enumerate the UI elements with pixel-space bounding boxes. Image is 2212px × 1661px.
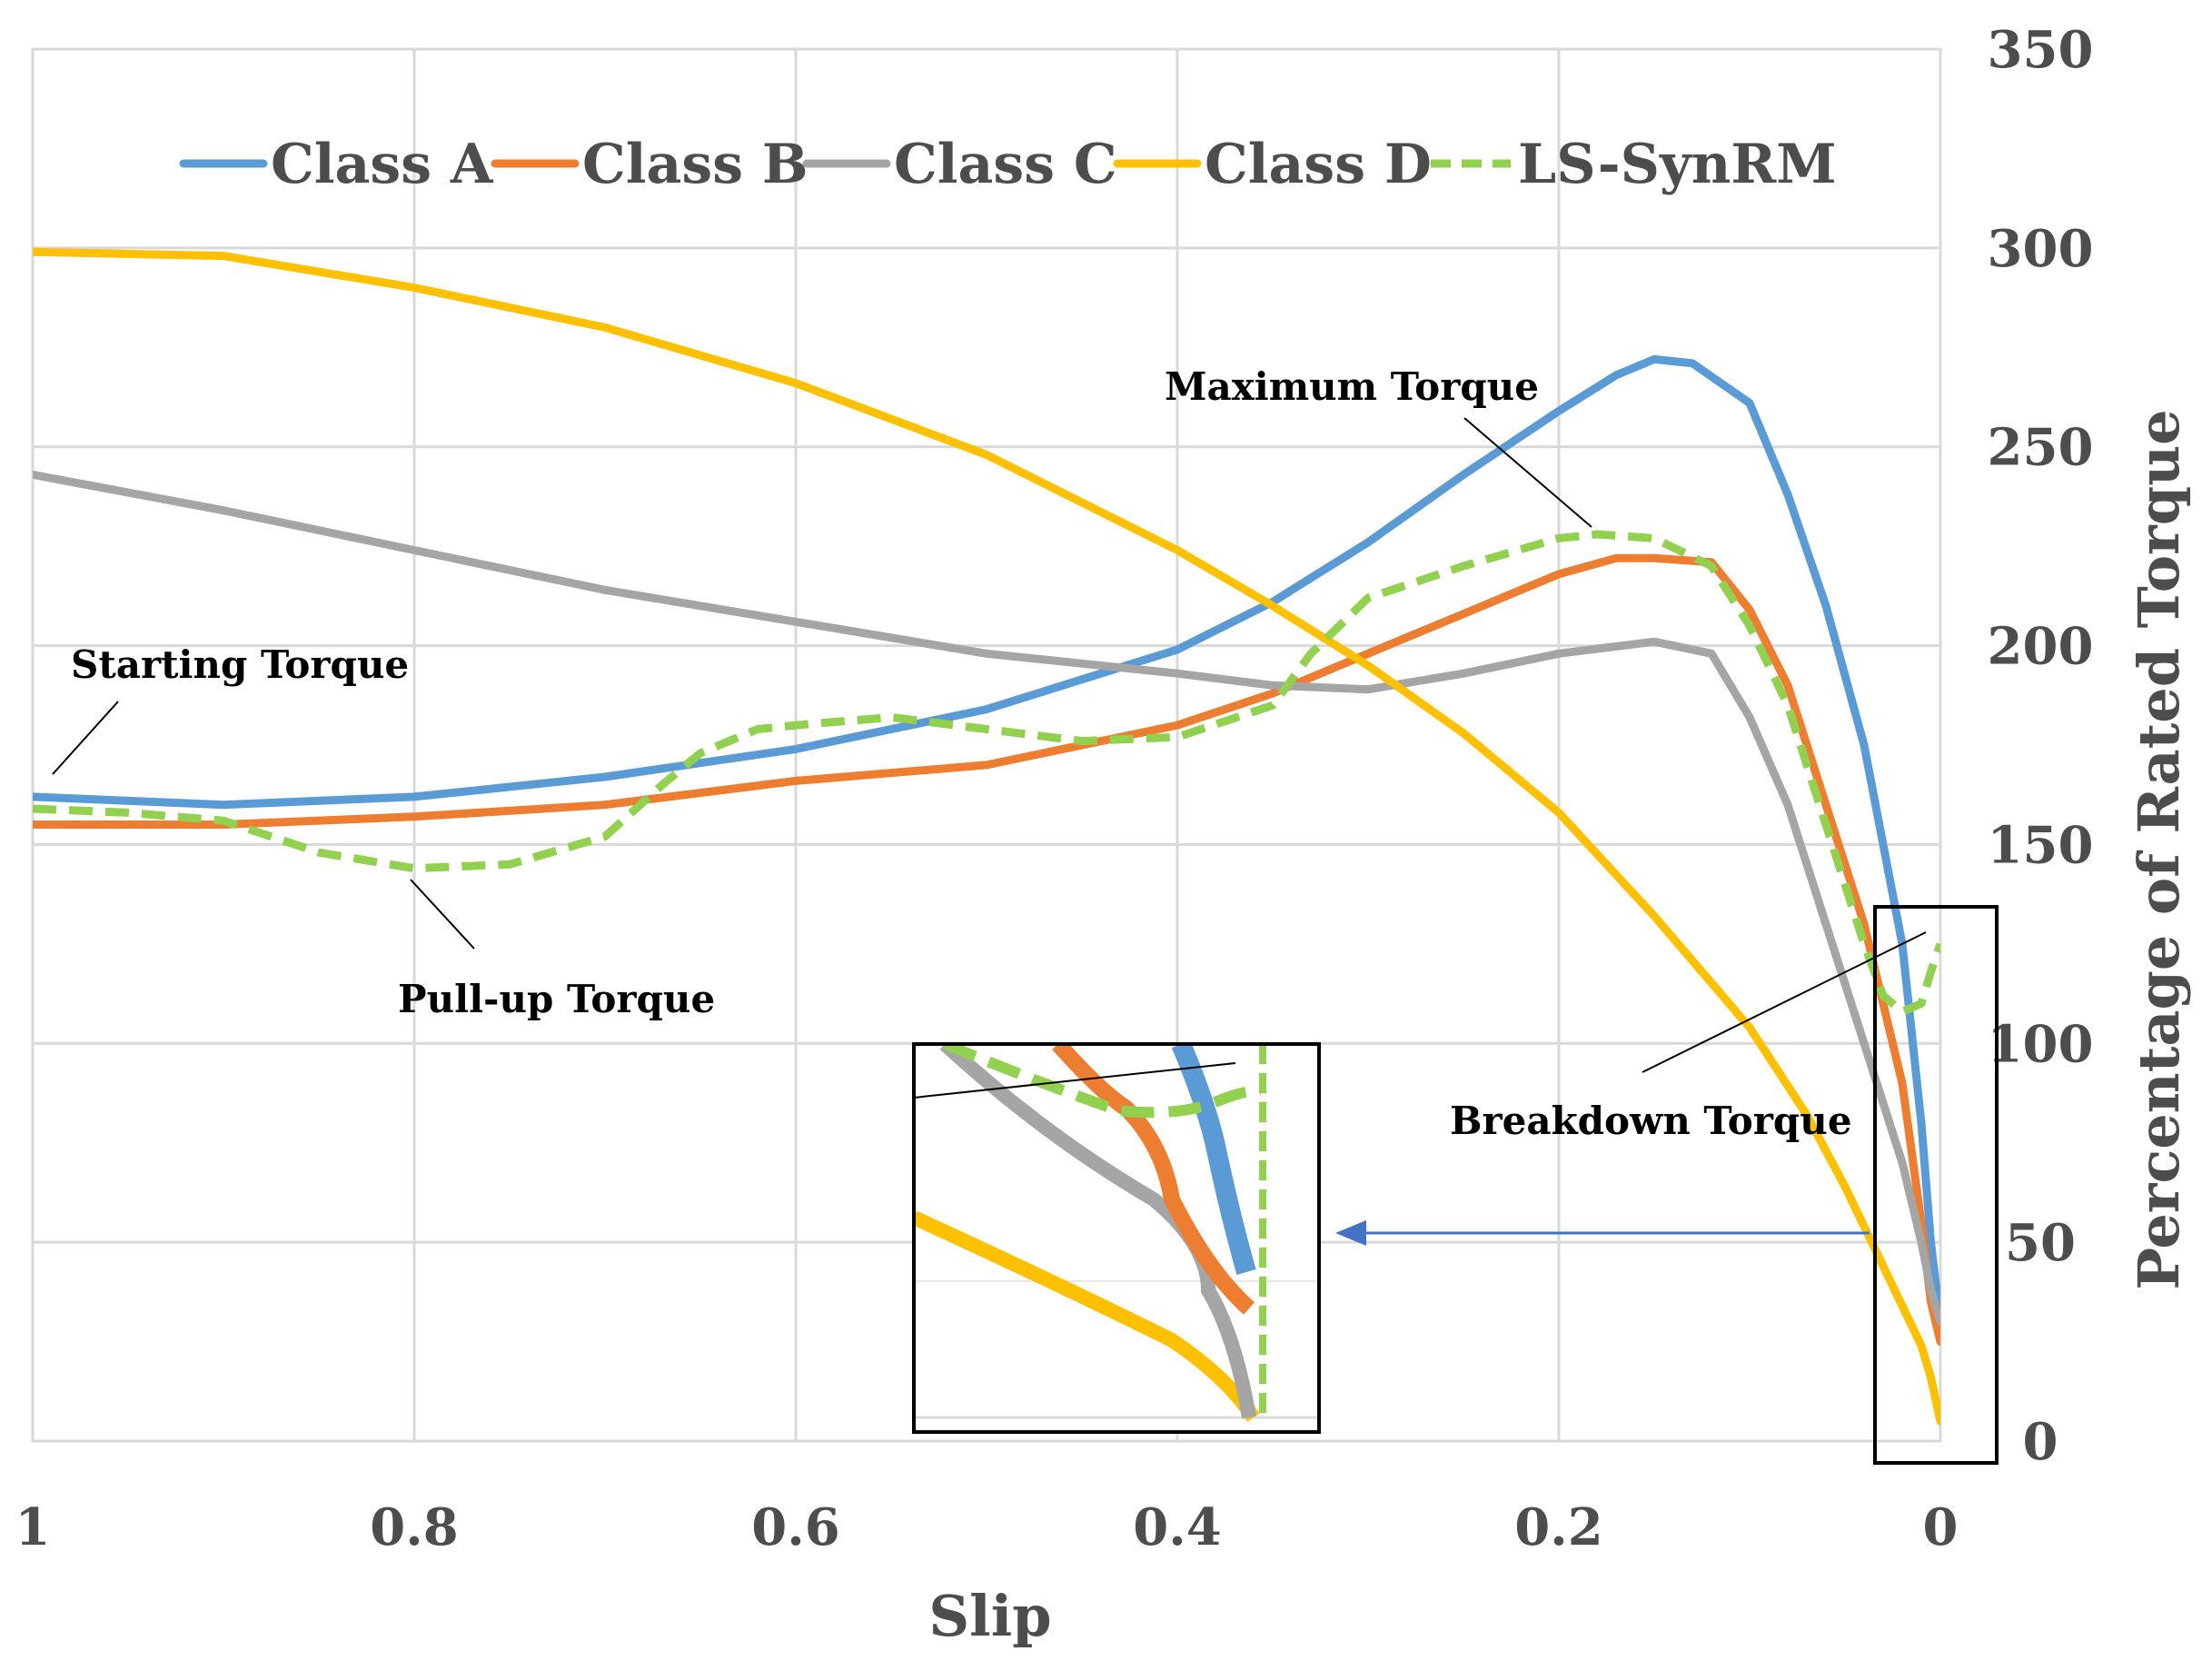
y-axis-title: Percentage of Rated Torque — [2126, 409, 2192, 1289]
zoom-region-box — [1873, 905, 1999, 1465]
y-tick-label: 300 — [1988, 219, 2094, 279]
y-tick-label: 0 — [2023, 1412, 2058, 1472]
breakdown-torque-leader — [1642, 931, 1927, 1073]
zoom-arrow — [1335, 1220, 1870, 1246]
series-layer — [33, 247, 1940, 1426]
y-tick-label: 150 — [1988, 815, 2094, 875]
pull-up-torque-label: Pull-up Torque — [398, 977, 715, 1021]
legend-label: Class D — [1205, 133, 1432, 196]
annotation-starting-torque: Starting Torque — [52, 642, 409, 775]
inset-class-a-curve — [1171, 1044, 1256, 1275]
series-line-class-c — [33, 470, 1940, 1327]
x-axis-title: Slip — [928, 1583, 1051, 1649]
annotation-breakdown-torque: Breakdown Torque — [1450, 931, 1927, 1143]
legend-label: Class C — [894, 133, 1117, 196]
legend-label: Class B — [582, 133, 808, 196]
y-axis-ticks: 0 50 100 150 200 250 300 350 — [1988, 20, 2094, 1472]
series-line-class-b — [33, 553, 1940, 1347]
series-line-class-d — [33, 247, 1940, 1426]
inset-class-d-curve — [914, 1210, 1260, 1422]
zoom-inset — [912, 1042, 1321, 1434]
plot-frame — [31, 47, 1942, 1443]
y-tick-label: 200 — [1988, 617, 2094, 677]
legend-label: Class A — [271, 133, 494, 196]
legend-label: LS-SynRM — [1518, 133, 1837, 196]
inset-frame — [912, 1042, 1321, 1434]
breakdown-torque-label: Breakdown Torque — [1450, 1099, 1852, 1143]
starting-torque-label: Starting Torque — [71, 642, 409, 687]
legend-item: Class D — [1113, 133, 1432, 196]
x-tick-label: 0.4 — [1133, 1497, 1221, 1557]
legend-item: Class A — [179, 133, 494, 196]
x-tick-label: 0.6 — [751, 1497, 839, 1557]
maximum-torque-label: Maximum Torque — [1165, 364, 1539, 409]
arrow-head-icon — [1335, 1220, 1366, 1246]
x-tick-label: 0.8 — [370, 1497, 458, 1557]
annotation-pull-up-torque: Pull-up Torque — [398, 879, 715, 1021]
legend-item: Class C — [802, 133, 1117, 196]
x-tick-label: 0.2 — [1514, 1497, 1602, 1557]
starting-torque-leader — [52, 701, 119, 775]
y-tick-label: 50 — [2005, 1213, 2076, 1273]
series-line-class-a — [33, 354, 1940, 1327]
legend-item: Class B — [491, 133, 808, 196]
inset-ls-synrm-curve — [942, 1044, 1262, 1119]
legend-item: LS-SynRM — [1431, 133, 1837, 196]
inset-class-b-curve — [1052, 1044, 1255, 1315]
series-line-ls-synrm — [33, 530, 1940, 1016]
pull-up-torque-leader — [410, 879, 475, 950]
inset-leader-line — [914, 1062, 1236, 1099]
y-tick-label: 100 — [1988, 1014, 2094, 1074]
x-axis-ticks: 1 0.8 0.6 0.4 0.2 0 — [15, 1497, 1959, 1557]
legend: Class A Class B Class C Class D LS-SynRM — [179, 133, 1837, 196]
maximum-torque-leader — [1463, 417, 1592, 528]
y-tick-label: 250 — [1988, 418, 2094, 478]
annotation-maximum-torque: Maximum Torque — [1165, 364, 1592, 528]
y-tick-label: 350 — [1988, 20, 2094, 80]
x-tick-label: 1 — [15, 1497, 51, 1557]
x-tick-label: 0 — [1923, 1497, 1959, 1557]
